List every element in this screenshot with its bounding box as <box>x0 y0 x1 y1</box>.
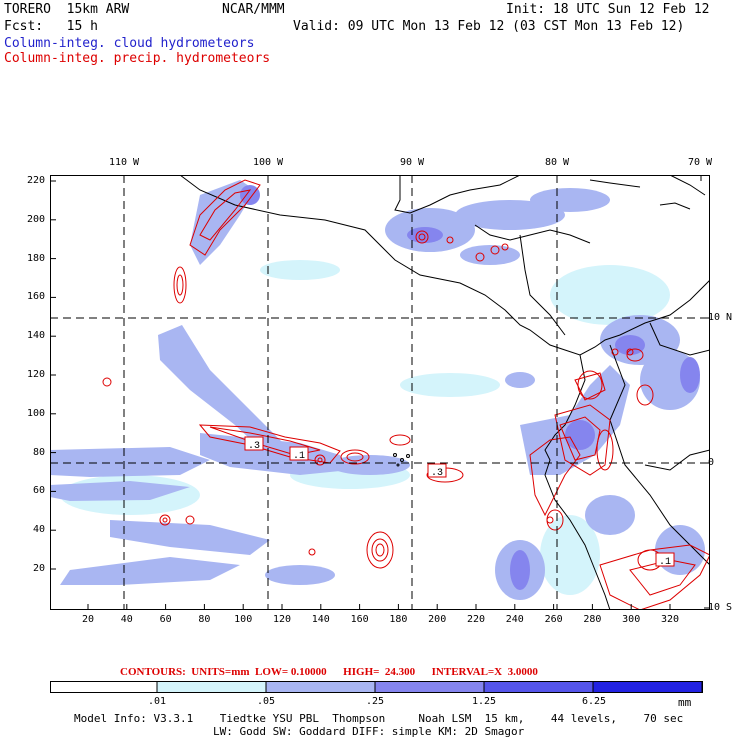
field-title-precip: Column-integ. precip. hydrometeors <box>4 51 271 66</box>
lon-label: 80 W <box>544 157 570 168</box>
field-title-cloud: Column-integ. cloud hydrometeors <box>4 36 255 51</box>
x-tick-label: 220 <box>466 614 486 625</box>
colorbar-tick: .01 <box>147 696 167 707</box>
x-tick-label: 180 <box>389 614 408 625</box>
contour-label: .3 <box>248 441 260 452</box>
lon-label: 110 W <box>108 157 140 168</box>
y-tick-label: 220 <box>26 175 45 186</box>
colorbar-swatch <box>483 681 594 693</box>
lon-label: 90 W <box>399 157 425 168</box>
x-tick-label: 300 <box>622 614 641 625</box>
colorbar-tick: .05 <box>256 696 276 707</box>
colorbar-swatch <box>50 681 158 693</box>
y-tick-label: 60 <box>32 485 45 497</box>
lat-label: 10 S <box>708 602 733 613</box>
lon-label: 100 W <box>252 157 284 168</box>
x-tick-label: 160 <box>350 614 369 625</box>
model-label: TORERO 15km ARW <box>4 2 130 17</box>
x-tick-label: 200 <box>428 614 447 625</box>
coastlines <box>179 175 710 610</box>
init-time: Init: 18 UTC Sun 12 Feb 12 <box>506 2 710 17</box>
colorbar-swatch <box>374 681 485 693</box>
colorbar-tick: .25 <box>365 696 385 707</box>
valid-time: Valid: 09 UTC Mon 13 Feb 12 (03 CST Mon … <box>293 19 685 34</box>
contour-labels: .3 .1 .3 .1 <box>244 436 675 568</box>
contour-info: CONTOURS: UNITS=mm LOW= 0.10000 HIGH= 24… <box>120 666 538 678</box>
lon-label: 70 W <box>687 157 713 168</box>
colorbar-tick: 6.25 <box>581 696 607 707</box>
forecast-hour: Fcst: 15 h <box>4 19 98 34</box>
y-tick-label: 80 <box>32 446 45 458</box>
y-tick-label: 100 <box>26 407 45 419</box>
contour-label: .3 <box>431 468 443 479</box>
x-tick-label: 40 <box>120 614 133 625</box>
colorbar-swatch <box>592 681 703 693</box>
lat-label: 0 <box>708 457 715 468</box>
lat-label: 10 N <box>708 312 733 323</box>
y-tick-label: 180 <box>26 252 45 264</box>
y-tick-label: 20 <box>32 563 45 574</box>
y-tick-label: 120 <box>26 369 45 380</box>
colorbar-swatch <box>156 681 267 693</box>
axis-ticks <box>50 175 710 610</box>
colorbar <box>50 681 703 693</box>
y-tick-label: 140 <box>26 330 45 342</box>
x-tick-label: 60 <box>159 614 172 625</box>
colorbar-swatch <box>265 681 376 693</box>
x-tick-label: 260 <box>544 614 563 625</box>
colorbar-tick: 1.25 <box>471 696 497 707</box>
model-info: Model Info: V3.3.1 Tiedtke YSU PBL Thomp… <box>74 712 684 725</box>
y-tick-label: 160 <box>26 291 45 303</box>
y-tick-label: 200 <box>26 213 45 225</box>
map-plot: .3 .1 .3 .1 <box>50 175 710 610</box>
x-tick-label: 120 <box>272 614 292 625</box>
contour-label: .1 <box>293 451 305 462</box>
y-tick-label: 40 <box>32 524 45 536</box>
x-tick-label: 20 <box>81 614 95 625</box>
physics-info: LW: Godd SW: Goddard DIFF: simple KM: 2D… <box>213 725 525 738</box>
cloud-shading <box>50 180 705 600</box>
org-label: NCAR/MMM <box>222 2 285 17</box>
contour-label: .1 <box>659 557 671 568</box>
x-tick-label: 240 <box>505 614 524 625</box>
x-tick-label: 280 <box>583 614 602 625</box>
precip-contours <box>102 179 710 610</box>
lat-lon-grid <box>50 175 710 610</box>
x-tick-label: 140 <box>311 614 330 625</box>
x-tick-label: 80 <box>198 614 211 625</box>
x-tick-label: 320 <box>660 614 680 625</box>
plot-frame <box>50 175 710 610</box>
colorbar-unit: mm <box>678 696 692 709</box>
x-tick-label: 100 <box>234 614 253 625</box>
